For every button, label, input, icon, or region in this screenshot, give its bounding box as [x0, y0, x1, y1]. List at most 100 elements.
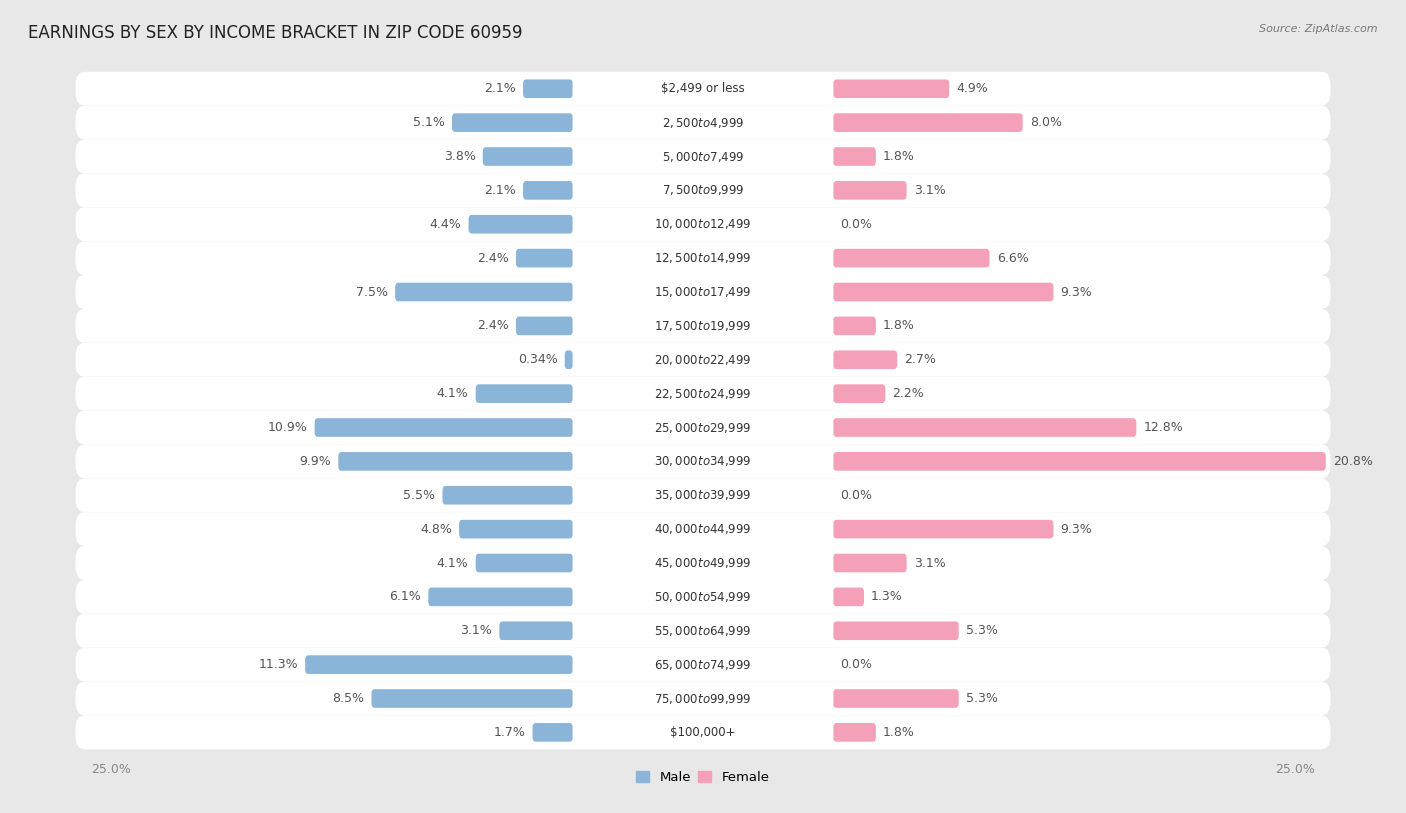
- FancyBboxPatch shape: [572, 249, 834, 267]
- FancyBboxPatch shape: [371, 689, 572, 708]
- Text: $2,500 to $4,999: $2,500 to $4,999: [662, 115, 744, 129]
- FancyBboxPatch shape: [572, 181, 834, 200]
- FancyBboxPatch shape: [443, 486, 572, 505]
- FancyBboxPatch shape: [76, 106, 1330, 140]
- FancyBboxPatch shape: [76, 72, 1330, 106]
- FancyBboxPatch shape: [499, 621, 572, 640]
- FancyBboxPatch shape: [834, 350, 897, 369]
- Text: $45,000 to $49,999: $45,000 to $49,999: [654, 556, 752, 570]
- Text: 10.9%: 10.9%: [267, 421, 308, 434]
- FancyBboxPatch shape: [572, 147, 834, 166]
- FancyBboxPatch shape: [76, 512, 1330, 546]
- FancyBboxPatch shape: [572, 80, 834, 98]
- Text: 0.0%: 0.0%: [841, 489, 872, 502]
- Text: $65,000 to $74,999: $65,000 to $74,999: [654, 658, 752, 672]
- FancyBboxPatch shape: [315, 418, 572, 437]
- Text: 2.1%: 2.1%: [484, 184, 516, 197]
- FancyBboxPatch shape: [76, 411, 1330, 445]
- Text: $12,500 to $14,999: $12,500 to $14,999: [654, 251, 752, 265]
- FancyBboxPatch shape: [834, 80, 949, 98]
- Text: $75,000 to $99,999: $75,000 to $99,999: [654, 692, 752, 706]
- Text: 7.5%: 7.5%: [356, 285, 388, 298]
- Text: EARNINGS BY SEX BY INCOME BRACKET IN ZIP CODE 60959: EARNINGS BY SEX BY INCOME BRACKET IN ZIP…: [28, 24, 523, 42]
- Text: $5,000 to $7,499: $5,000 to $7,499: [662, 150, 744, 163]
- FancyBboxPatch shape: [834, 689, 959, 708]
- FancyBboxPatch shape: [572, 689, 834, 708]
- Text: 1.8%: 1.8%: [883, 320, 915, 333]
- Text: 0.0%: 0.0%: [841, 218, 872, 231]
- FancyBboxPatch shape: [76, 648, 1330, 681]
- Text: 20.8%: 20.8%: [1333, 455, 1372, 467]
- FancyBboxPatch shape: [76, 580, 1330, 614]
- FancyBboxPatch shape: [834, 147, 876, 166]
- FancyBboxPatch shape: [834, 249, 990, 267]
- Text: 8.5%: 8.5%: [332, 692, 364, 705]
- Text: 4.1%: 4.1%: [437, 557, 468, 569]
- FancyBboxPatch shape: [429, 588, 572, 606]
- Text: $35,000 to $39,999: $35,000 to $39,999: [654, 489, 752, 502]
- FancyBboxPatch shape: [572, 385, 834, 403]
- FancyBboxPatch shape: [451, 113, 572, 132]
- Text: 0.34%: 0.34%: [517, 354, 558, 366]
- FancyBboxPatch shape: [76, 140, 1330, 173]
- Text: 0.0%: 0.0%: [841, 659, 872, 671]
- FancyBboxPatch shape: [834, 723, 876, 741]
- FancyBboxPatch shape: [76, 478, 1330, 512]
- Text: 3.1%: 3.1%: [461, 624, 492, 637]
- FancyBboxPatch shape: [572, 113, 834, 132]
- Text: 2.4%: 2.4%: [477, 252, 509, 264]
- Text: $15,000 to $17,499: $15,000 to $17,499: [654, 285, 752, 299]
- FancyBboxPatch shape: [516, 249, 572, 267]
- FancyBboxPatch shape: [395, 283, 572, 302]
- FancyBboxPatch shape: [572, 418, 834, 437]
- FancyBboxPatch shape: [460, 520, 572, 538]
- Text: $2,499 or less: $2,499 or less: [661, 82, 745, 95]
- FancyBboxPatch shape: [475, 554, 572, 572]
- Legend: Male, Female: Male, Female: [630, 765, 776, 791]
- Text: Source: ZipAtlas.com: Source: ZipAtlas.com: [1260, 24, 1378, 34]
- Text: 1.8%: 1.8%: [883, 726, 915, 739]
- Text: 9.3%: 9.3%: [1060, 285, 1092, 298]
- Text: $30,000 to $34,999: $30,000 to $34,999: [654, 454, 752, 468]
- FancyBboxPatch shape: [834, 113, 1022, 132]
- Text: 9.3%: 9.3%: [1060, 523, 1092, 536]
- Text: $50,000 to $54,999: $50,000 to $54,999: [654, 590, 752, 604]
- FancyBboxPatch shape: [834, 621, 959, 640]
- FancyBboxPatch shape: [523, 181, 572, 200]
- Text: 5.1%: 5.1%: [413, 116, 444, 129]
- FancyBboxPatch shape: [834, 181, 907, 200]
- Text: 4.4%: 4.4%: [430, 218, 461, 231]
- Text: 1.8%: 1.8%: [883, 150, 915, 163]
- FancyBboxPatch shape: [572, 283, 834, 302]
- Text: $25,000 to $29,999: $25,000 to $29,999: [654, 420, 752, 434]
- Text: 3.8%: 3.8%: [444, 150, 475, 163]
- Text: 9.9%: 9.9%: [299, 455, 332, 467]
- FancyBboxPatch shape: [572, 215, 834, 233]
- Text: 5.3%: 5.3%: [966, 624, 998, 637]
- Text: $10,000 to $12,499: $10,000 to $12,499: [654, 217, 752, 231]
- FancyBboxPatch shape: [482, 147, 572, 166]
- Text: 6.1%: 6.1%: [389, 590, 422, 603]
- FancyBboxPatch shape: [76, 207, 1330, 241]
- Text: 2.7%: 2.7%: [904, 354, 936, 366]
- Text: $7,500 to $9,999: $7,500 to $9,999: [662, 184, 744, 198]
- Text: 1.3%: 1.3%: [872, 590, 903, 603]
- Text: 8.0%: 8.0%: [1029, 116, 1062, 129]
- Text: 2.4%: 2.4%: [477, 320, 509, 333]
- Text: $55,000 to $64,999: $55,000 to $64,999: [654, 624, 752, 637]
- FancyBboxPatch shape: [76, 309, 1330, 343]
- Text: 1.7%: 1.7%: [494, 726, 526, 739]
- Text: $100,000+: $100,000+: [671, 726, 735, 739]
- FancyBboxPatch shape: [834, 554, 907, 572]
- FancyBboxPatch shape: [76, 614, 1330, 648]
- Text: $22,500 to $24,999: $22,500 to $24,999: [654, 387, 752, 401]
- FancyBboxPatch shape: [834, 452, 1326, 471]
- Text: 2.1%: 2.1%: [484, 82, 516, 95]
- Text: $20,000 to $22,499: $20,000 to $22,499: [654, 353, 752, 367]
- FancyBboxPatch shape: [76, 445, 1330, 478]
- Text: 5.3%: 5.3%: [966, 692, 998, 705]
- Text: 4.8%: 4.8%: [420, 523, 451, 536]
- FancyBboxPatch shape: [834, 588, 865, 606]
- FancyBboxPatch shape: [76, 376, 1330, 411]
- Text: 6.6%: 6.6%: [997, 252, 1028, 264]
